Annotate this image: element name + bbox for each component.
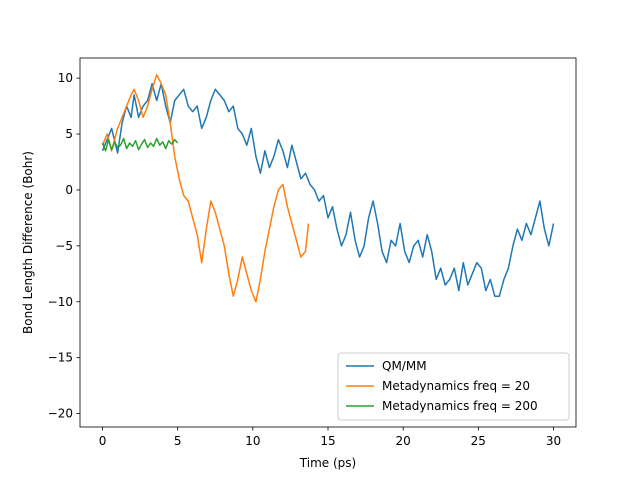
- x-tick-label: 5: [174, 434, 182, 448]
- y-axis-label: Bond Length Difference (Bohr): [21, 151, 35, 334]
- y-tick-label: −10: [48, 295, 73, 309]
- x-tick-label: 10: [245, 434, 260, 448]
- plot-area: [101, 74, 555, 303]
- y-tick-label: 0: [65, 183, 73, 197]
- x-tick-label: 20: [396, 434, 411, 448]
- y-tick-label: 5: [65, 127, 73, 141]
- x-tick-label: 25: [471, 434, 486, 448]
- series-line-3: [101, 137, 179, 152]
- legend-box: [337, 352, 570, 421]
- ticks: 0 5 10 15 20 25 30 −20 −15 −10 −5 0 5 10: [48, 71, 561, 448]
- x-tick-label: 15: [320, 434, 335, 448]
- legend-label-1: QM/MM: [382, 359, 427, 373]
- y-tick-label: −5: [55, 239, 73, 253]
- y-tick-label: 10: [58, 71, 73, 85]
- y-tick-label: −20: [48, 407, 73, 421]
- x-axis-label: Time (ps): [299, 456, 356, 470]
- legend: QM/MM Metadynamics freq = 20 Metadynamics …: [337, 352, 570, 421]
- y-tick-label: −15: [48, 351, 73, 365]
- series-line-2: [101, 74, 310, 303]
- series-line-1: [101, 82, 555, 297]
- x-tick-label: 30: [546, 434, 561, 448]
- x-tick-label: 0: [99, 434, 107, 448]
- legend-label-3: Metadynamics freq = 200: [382, 399, 538, 413]
- legend-label-2: Metadynamics freq = 20: [382, 379, 530, 393]
